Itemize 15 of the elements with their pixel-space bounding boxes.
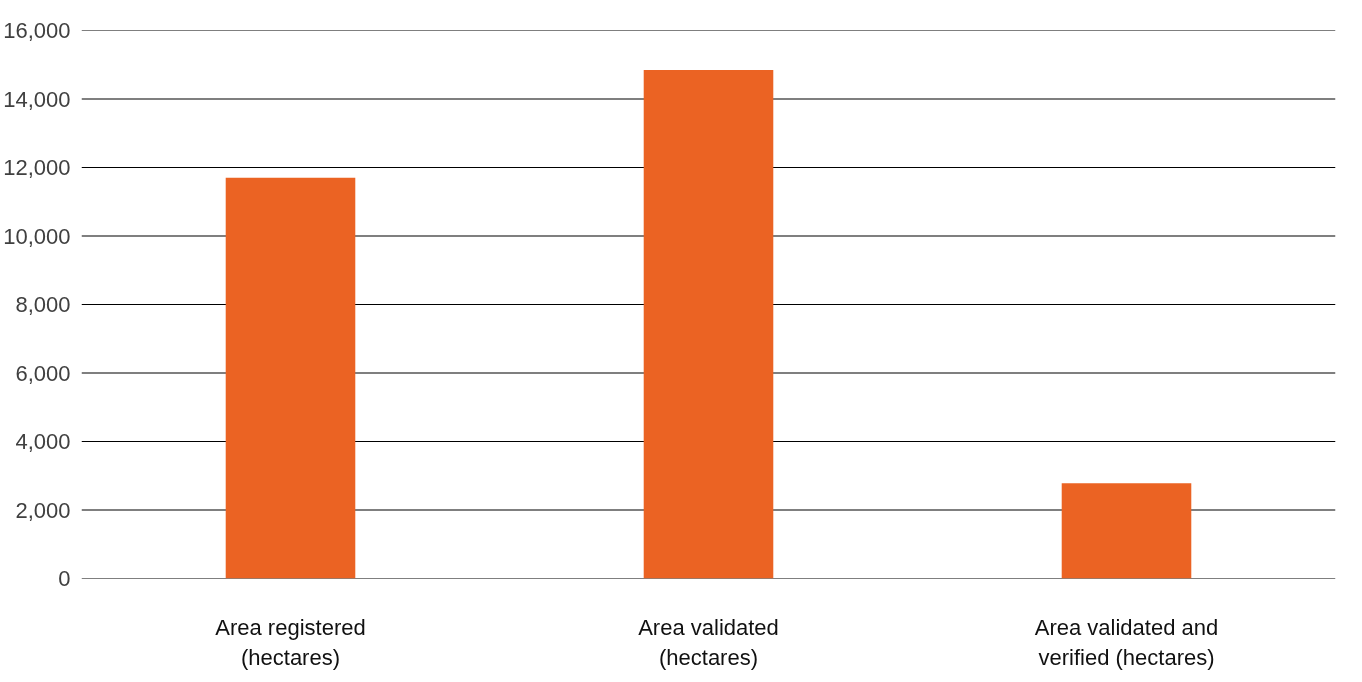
y-tick-label: 14,000	[3, 86, 71, 112]
y-tick-label: 16,000	[3, 18, 71, 43]
y-tick-label: 2,000	[15, 497, 71, 523]
bar	[225, 177, 356, 579]
bar	[1061, 483, 1192, 579]
y-tick-label: 4,000	[15, 429, 71, 454]
x-tick-label: Area registered (hectares)	[215, 614, 366, 670]
y-tick-label: 8,000	[15, 292, 71, 317]
bar	[643, 69, 774, 579]
x-tick-label: Area validated and verified (hectares)	[1034, 614, 1219, 670]
y-tick-label: 10,000	[3, 223, 71, 249]
y-tick-label: 12,000	[3, 155, 71, 180]
y-tick-label: 0	[58, 566, 71, 591]
y-tick-label: 6,000	[15, 360, 71, 386]
x-tick-label: Area validated (hectares)	[638, 614, 779, 670]
